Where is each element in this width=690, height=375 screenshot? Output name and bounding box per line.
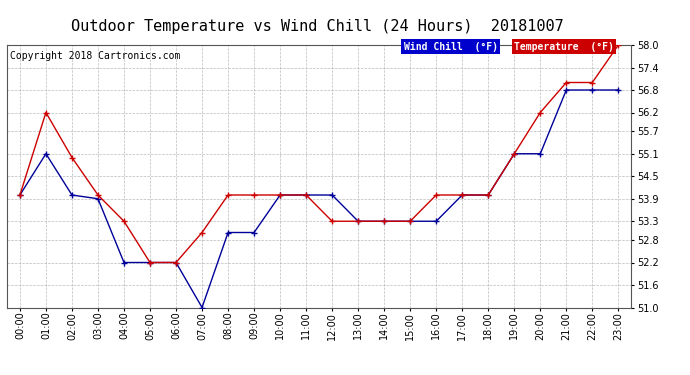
Text: Temperature  (°F): Temperature (°F)	[514, 42, 614, 52]
Text: Outdoor Temperature vs Wind Chill (24 Hours)  20181007: Outdoor Temperature vs Wind Chill (24 Ho…	[71, 19, 564, 34]
Text: Wind Chill  (°F): Wind Chill (°F)	[404, 42, 497, 52]
Text: Copyright 2018 Cartronics.com: Copyright 2018 Cartronics.com	[10, 51, 181, 61]
